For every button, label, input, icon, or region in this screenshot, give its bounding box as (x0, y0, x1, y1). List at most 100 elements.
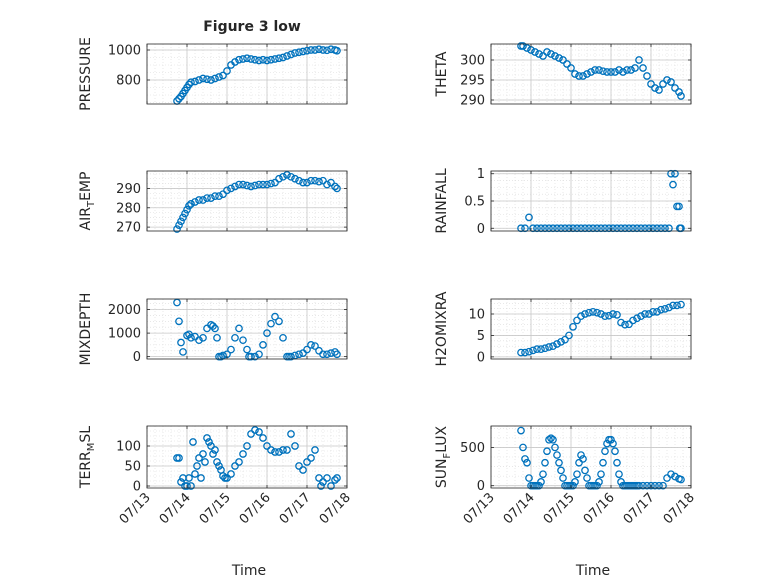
panel-terr-msl-data-point (201, 458, 209, 466)
panel-terr-msl-data-point (243, 442, 251, 450)
panel-mixdepth-ytick-label: 2000 (108, 303, 141, 318)
panel-sun-flux-data-point (525, 474, 533, 482)
panel-pressure-data-point (259, 55, 267, 64)
panel-terr-msl-data-point (295, 462, 303, 470)
panel-rainfall-data-point (649, 224, 657, 233)
panel-terr-msl-xtick-label: 07/15 (197, 490, 234, 527)
panel-h2omixra-data-point (621, 320, 629, 329)
panel-rainfall-ytick-label: 0 (477, 222, 485, 237)
panel-terr-msl-data-point (205, 438, 213, 446)
panel-terr-msl-data-point (197, 474, 205, 482)
panel-sun-flux-data-point (611, 447, 619, 456)
panel-h2omixra-data-point (541, 344, 549, 353)
panel-air-temp-axes-frame (146, 170, 348, 232)
panel-h2omixra-data-point (549, 342, 557, 350)
panel-air-temp-data-point (203, 194, 211, 202)
panel-sun-flux-data-point (519, 443, 527, 452)
panel-theta-data-point (603, 68, 611, 76)
panel-rainfall-data-point (665, 224, 673, 233)
panel-sun-flux-xtick-label: 07/17 (621, 490, 658, 527)
panel-air-temp-data-point (187, 200, 195, 208)
panel-h2omixra-data-point (653, 308, 661, 316)
panel-terr-msl-data-point (195, 454, 203, 462)
panel-terr-msl-axes-background (147, 426, 347, 488)
panel-h2omixra-ytick-label: 0 (477, 350, 485, 365)
panel-mixdepth-data-point (303, 345, 311, 354)
panel-rainfall-data-point (517, 224, 525, 233)
panel-terr-msl-data-point (331, 476, 339, 484)
panel-pressure-data-point (295, 48, 303, 57)
panel-pressure-data-point (315, 45, 323, 54)
panel-air-temp-data-point (333, 184, 341, 193)
panel-sun-flux-data-point (535, 481, 543, 490)
panel-h2omixra-data-point (525, 347, 533, 356)
panel-mixdepth-ytick-label: 1000 (108, 327, 141, 342)
panel-pressure-data-point (251, 55, 259, 64)
panel-theta-data-point (583, 70, 591, 78)
panel-air-temp-data-point (173, 225, 181, 233)
panel-sun-flux-data-point (659, 481, 667, 490)
panel-terr-msl-data-point (251, 426, 259, 434)
panel-rainfall-data-point (557, 224, 565, 233)
panel-sun-flux-data-point (557, 466, 565, 475)
panel-h2omixra-data-point (669, 301, 677, 310)
panel-sun-flux-data-point (577, 451, 585, 459)
panel-pressure: 800 1000 PRESSURE (78, 37, 348, 111)
panel-rainfall-data-point (521, 224, 529, 233)
panel-h2omixra-data-point (545, 343, 553, 351)
panel-sun-flux-data-point (667, 470, 675, 479)
panel-pressure-ytick-label: 1000 (108, 44, 141, 59)
panel-sun-flux-data-point (643, 481, 651, 490)
panel-h2omixra-data-point (613, 311, 621, 319)
panel-sun-flux-data-point (595, 478, 603, 486)
panel-sun-flux-data-point (541, 458, 549, 467)
panel-mixdepth-data-point (307, 341, 315, 349)
panel-sun-flux-data-point (569, 481, 577, 490)
panel-h2omixra-data-point (657, 305, 665, 314)
panel-rainfall-data-point (617, 224, 625, 233)
panel-pressure-data-point (199, 74, 207, 83)
panel-terr-msl-data-point (199, 450, 207, 458)
panel-air-temp-data-point (243, 181, 251, 190)
panel-theta-data-point (539, 52, 547, 60)
panel-rainfall-ytick-label: 0.5 (464, 195, 485, 210)
panel-terr-msl-data-point (307, 454, 315, 462)
panel-theta-data-point (663, 76, 671, 84)
panel-pressure-data-point (247, 55, 255, 63)
panel-sun-flux-data-point (539, 470, 547, 479)
panel-terr-msl-data-point (177, 478, 185, 486)
panel-air-temp-data-point (211, 192, 219, 201)
panel-terr-msl-data-point (255, 428, 263, 436)
panel-terr-msl-xtick-label: 07/13 (117, 490, 154, 527)
panel-mixdepth-data-point (175, 317, 183, 326)
panel-rainfall-data-point (545, 224, 553, 233)
panel-terr-msl-data-point (189, 438, 197, 446)
panel-h2omixra-data-point (673, 301, 681, 310)
panel-h2omixra-data-point (589, 308, 597, 316)
panel-theta-data-point (607, 68, 615, 76)
panel-terr-msl-ylabel-main: TERR (78, 451, 94, 489)
panel-air-temp-data-point (177, 217, 185, 226)
panel-rainfall-data-point (637, 224, 645, 233)
panel-rainfall-data-point (585, 224, 593, 233)
panel-rainfall-data-point (533, 224, 541, 233)
panel-h2omixra-data-point (641, 310, 649, 318)
panel-terr-msl-data-point (203, 434, 211, 442)
panel-terr-msl-data-point (333, 474, 341, 482)
panel-sun-flux-data-point (617, 478, 625, 486)
panel-sun-flux-data-point (635, 481, 643, 490)
panel-sun-flux-data-point (615, 470, 623, 479)
panel-pressure-data-point (263, 56, 271, 65)
panel-terr-msl-data-point (223, 474, 231, 482)
panel-theta-data-point (655, 86, 663, 94)
panel-rainfall-data-point (561, 224, 569, 233)
panel-sun-flux-data-point (601, 447, 609, 456)
panel-rainfall-data-point (625, 224, 633, 233)
panel-terr-msl-data-point (311, 446, 319, 454)
panel-air-temp: 270 280 290 AIRTEMP (78, 170, 348, 236)
panel-theta-ytick-label: 295 (460, 74, 485, 89)
panel-rainfall-data-point (609, 224, 617, 233)
panel-air-temp-data-point (255, 180, 263, 189)
panel-terr-msl-data-point (323, 474, 331, 482)
